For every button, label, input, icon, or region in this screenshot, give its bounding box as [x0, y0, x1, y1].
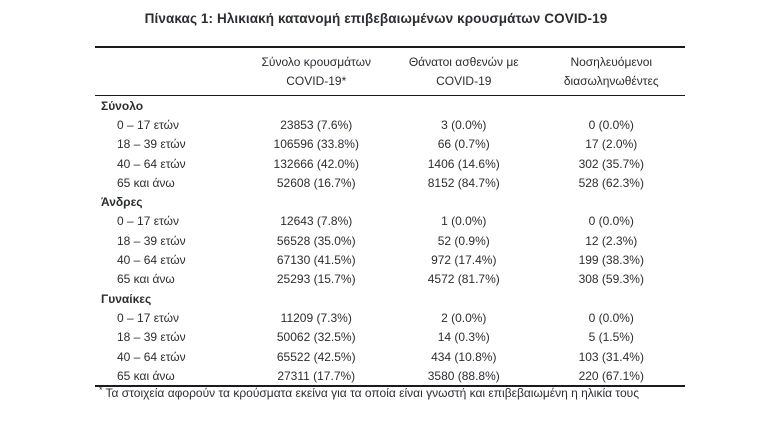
deaths-value: 1406 (14.6%): [427, 156, 500, 171]
table-header-row: Σύνολο κρουσμάτων COVID-19* Θάνατοι ασθε…: [95, 48, 685, 96]
cases-value: 56528 (35.0%): [276, 233, 356, 248]
section-label: Άνδρες: [101, 195, 143, 210]
deaths-value: 1 (0.0%): [441, 214, 487, 229]
cases-value: 27311 (17.7%): [277, 368, 356, 383]
cases-value: 23853 (7.6%): [280, 117, 353, 132]
header-cell-cases: Σύνολο κρουσμάτων COVID-19*: [243, 53, 391, 90]
intubated-value: 308 (59.3%): [578, 272, 644, 287]
table-row: 40 – 64 ετών 67130 (41.5%) 972 (17.4%) 1…: [95, 250, 685, 269]
table-row: 18 – 39 ετών 50062 (32.5%) 14 (0.3%) 5 (…: [95, 328, 685, 347]
cases-value: 52608 (16.7%): [276, 175, 356, 190]
cases-value: 132666 (42.0%): [273, 156, 359, 171]
header-cases-line2: COVID-19*: [286, 73, 347, 88]
intubated-value: 12 (2.3%): [585, 233, 638, 248]
row-label: 0 – 17 ετών: [117, 214, 179, 229]
row-label: 18 – 39 ετών: [117, 330, 186, 345]
table-row: 40 – 64 ετών 132666 (42.0%) 1406 (14.6%)…: [95, 154, 685, 173]
table-row: 0 – 17 ετών 11209 (7.3%) 2 (0.0%) 0 (0.0…: [95, 308, 685, 327]
row-label: 40 – 64 ετών: [117, 253, 186, 268]
header-deaths-line1: Θάνατοι ασθενών με: [408, 54, 519, 69]
table-row: 65 και άνω 25293 (15.7%) 4572 (81.7%) 30…: [95, 270, 685, 289]
row-label: 0 – 17 ετών: [117, 117, 179, 132]
footnote-text: Τα στοιχεία αφορούν τα κρούσματα εκείνα …: [105, 386, 639, 400]
intubated-value: 199 (38.3%): [578, 253, 644, 268]
section-header-men: Άνδρες: [95, 192, 685, 211]
intubated-value: 0 (0.0%): [588, 310, 634, 325]
row-label: 65 και άνω: [117, 368, 175, 383]
header-intubated-line2: διασωληνωθέντες: [563, 73, 659, 88]
intubated-value: 220 (67.1%): [578, 368, 644, 383]
cases-value: 50062 (32.5%): [276, 330, 356, 345]
row-label: 0 – 17 ετών: [117, 310, 179, 325]
header-cell-intubated: Νοσηλευόμενοι διασωληνωθέντες: [538, 53, 686, 90]
deaths-value: 52 (0.9%): [437, 233, 490, 248]
table-row: 40 – 64 ετών 65522 (42.5%) 434 (10.8%) 1…: [95, 347, 685, 366]
intubated-value: 17 (2.0%): [585, 137, 638, 152]
deaths-value: 8152 (84.7%): [427, 175, 500, 190]
cases-value: 106596 (33.8%): [273, 137, 359, 152]
row-label: 40 – 64 ετών: [117, 156, 186, 171]
table-row: 0 – 17 ετών 12643 (7.8%) 1 (0.0%) 0 (0.0…: [95, 212, 685, 231]
section-header-women: Γυναίκες: [95, 289, 685, 308]
deaths-value: 3580 (88.8%): [427, 368, 500, 383]
deaths-value: 3 (0.0%): [441, 117, 487, 132]
row-label: 65 και άνω: [117, 272, 175, 287]
intubated-value: 302 (35.7%): [578, 156, 644, 171]
table-footnote: * Τα στοιχεία αφορούν τα κρούσματα εκείνα…: [99, 385, 639, 400]
header-deaths-line2: COVID-19: [436, 73, 492, 88]
header-intubated-line1: Νοσηλευόμενοι: [570, 54, 653, 69]
row-label: 40 – 64 ετών: [117, 349, 186, 364]
page-title: Πίνακας 1: Ηλικιακή κατανομή επιβεβαιωμέ…: [144, 11, 608, 26]
covid-age-distribution-table: Σύνολο κρουσμάτων COVID-19* Θάνατοι ασθε…: [95, 46, 685, 388]
intubated-value: 103 (31.4%): [578, 349, 644, 364]
section-label: Σύνολο: [101, 98, 144, 113]
row-label: 18 – 39 ετών: [117, 137, 186, 152]
deaths-value: 434 (10.8%): [431, 349, 497, 364]
deaths-value: 4572 (81.7%): [427, 272, 500, 287]
cases-value: 65522 (42.5%): [276, 349, 356, 364]
header-cases-line1: Σύνολο κρουσμάτων: [261, 54, 371, 69]
table-row: 65 και άνω 52608 (16.7%) 8152 (84.7%) 52…: [95, 173, 685, 192]
deaths-value: 2 (0.0%): [441, 310, 487, 325]
cases-value: 67130 (41.5%): [276, 253, 356, 268]
row-label: 18 – 39 ετών: [117, 233, 186, 248]
intubated-value: 0 (0.0%): [588, 117, 634, 132]
cases-value: 11209 (7.3%): [280, 310, 352, 325]
table-row: 18 – 39 ετών 106596 (33.8%) 66 (0.7%) 17…: [95, 135, 685, 154]
deaths-value: 972 (17.4%): [431, 253, 497, 268]
intubated-value: 0 (0.0%): [588, 214, 634, 229]
section-label: Γυναίκες: [101, 291, 152, 306]
table-row: 0 – 17 ετών 23853 (7.6%) 3 (0.0%) 0 (0.0…: [95, 115, 685, 134]
deaths-value: 14 (0.3%): [437, 330, 490, 345]
header-cell-deaths: Θάνατοι ασθενών με COVID-19: [390, 53, 538, 90]
cases-value: 25293 (15.7%): [276, 272, 356, 287]
deaths-value: 66 (0.7%): [437, 137, 490, 152]
table-row: 65 και άνω 27311 (17.7%) 3580 (88.8%) 22…: [95, 366, 685, 385]
intubated-value: 528 (62.3%): [578, 175, 644, 190]
cases-value: 12643 (7.8%): [280, 214, 353, 229]
row-label: 65 και άνω: [117, 175, 175, 190]
section-header-total: Σύνολο: [95, 96, 685, 115]
table-row: 18 – 39 ετών 56528 (35.0%) 52 (0.9%) 12 …: [95, 231, 685, 250]
intubated-value: 5 (1.5%): [588, 330, 634, 345]
footnote-asterisk: *: [99, 385, 103, 395]
